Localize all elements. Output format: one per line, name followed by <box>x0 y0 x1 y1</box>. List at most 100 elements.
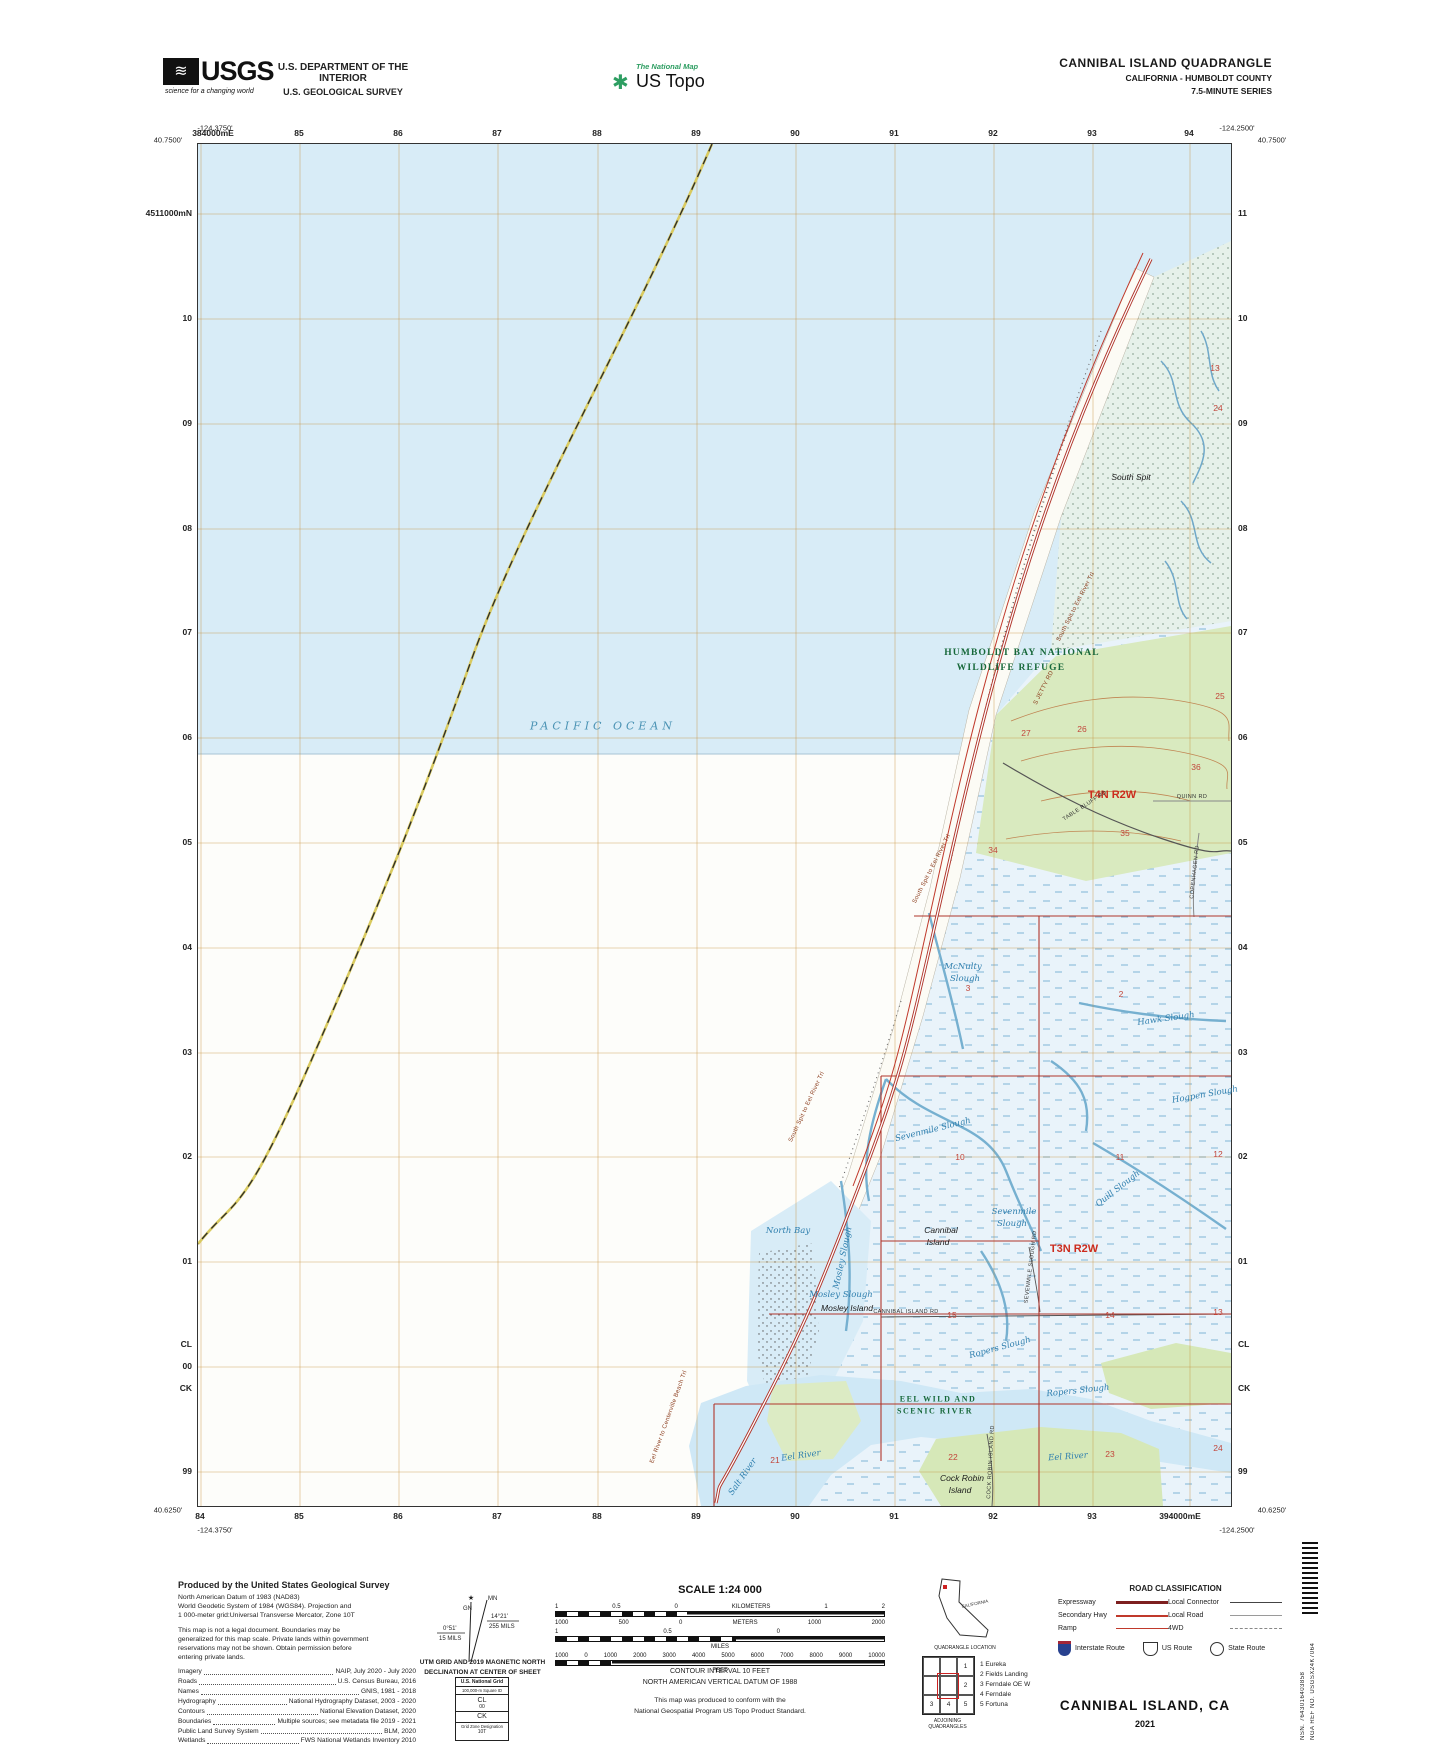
grid-tick-top: 87 <box>492 128 502 138</box>
grid-tick-bottom: 87 <box>492 1511 502 1521</box>
grid-tick-left: 04 <box>182 942 192 952</box>
road-classification: ROAD CLASSIFICATION Expressway Local Con… <box>1058 1584 1293 1656</box>
grid-tick-left: CK <box>179 1383 192 1393</box>
data-source-row: Wetlands FWS National Wetlands Inventory … <box>178 1737 416 1745</box>
text-line: 3 Ferndale OE W <box>980 1681 1031 1689</box>
usng-box: U.S. National Grid 100,000-m Square ID C… <box>455 1677 509 1741</box>
adjoining-cell: 4 <box>940 1695 957 1714</box>
ropers-slough-veg <box>1101 1343 1231 1409</box>
us-route-label: US Route <box>1161 1645 1193 1652</box>
quadrangle-title: CANNIBAL ISLAND QUADRANGLE <box>1059 56 1272 70</box>
maritime-limit-underlay <box>198 144 714 1245</box>
usng-square: 00 <box>456 1704 508 1712</box>
corner-coordinate: 40.7500' <box>153 135 183 145</box>
legend-ramp: Ramp <box>1058 1625 1077 1632</box>
scale-block: SCALE 1:24 000 1 0.5 0 KILOMETERS 1 2 1000 500… <box>555 1584 885 1674</box>
production-credits: Produced by the United States Geological… <box>178 1580 416 1746</box>
scale-label: 2000 <box>871 1620 885 1626</box>
scale-label: 1 <box>555 1629 559 1635</box>
grid-tick-bottom: 93 <box>1087 1511 1097 1521</box>
legend-secondary-hwy: Secondary Hwy <box>1058 1612 1108 1619</box>
grid-tick-bottom: 88 <box>592 1511 602 1521</box>
grid-tick-right: 09 <box>1238 418 1248 428</box>
feet-unit: FEET <box>712 1668 728 1674</box>
data-source-list: Imagery NAIP, July 2020 - July 2020 Roads U… <box>178 1667 416 1746</box>
scale-label: METERS <box>732 1620 758 1626</box>
nsn-code: NSN. 7643016403858 <box>1300 1671 1306 1740</box>
feet-labels: 1000 0 1000 2000 3000 4000 5000 6000 7000 8000 900… <box>555 1653 885 1659</box>
text-line: North American Datum of 1983 (NAD83) <box>178 1594 300 1601</box>
secondary-hwy-line <box>1116 1614 1168 1617</box>
scale-label: 0.5 <box>612 1604 621 1610</box>
declination-caption: UTM GRID AND 2019 MAGNETIC NORTH DECLINA… <box>419 1659 546 1676</box>
grid-tick-top: 94 <box>1184 128 1194 138</box>
national-map-icon: ✱ <box>612 72 629 94</box>
sheet-title-block: CANNIBAL ISLAND QUADRANGLE CALIFORNIA - … <box>930 56 1272 96</box>
cock-robin-island-road <box>986 1433 994 1506</box>
text-line: reservations may not be shown. Obtain pe… <box>178 1644 352 1652</box>
dept-line1: U.S. DEPARTMENT OF THE INTERIOR <box>277 62 409 84</box>
text-line: 4 Ferndale <box>980 1691 1012 1699</box>
quadrangle-series: 7.5-MINUTE SERIES <box>1191 86 1272 96</box>
south-spit-land <box>714 267 1155 1506</box>
expressway-line <box>1116 1600 1168 1605</box>
grid-tick-right: CL <box>1238 1339 1250 1349</box>
map-notes: CONTOUR INTERVAL 10 FEET NORTH AMERICAN … <box>560 1666 880 1717</box>
usng-zone: 10T <box>477 1729 487 1735</box>
usng-zone-label: Grid Zone Designation <box>461 1724 503 1729</box>
adjoining-cell: 3 <box>923 1695 940 1714</box>
contour-interval-note: CONTOUR INTERVAL 10 FEET <box>669 1668 771 1675</box>
mn-degrees: 14°21' <box>491 1614 508 1620</box>
scale-label: 500 <box>618 1620 629 1626</box>
department-heading: U.S. DEPARTMENT OF THE INTERIOR U.S. GEO… <box>258 62 428 97</box>
grid-tick-left: 07 <box>182 627 192 637</box>
footer-map-name: CANNIBAL ISLAND, CA <box>1059 1698 1231 1713</box>
credits-title: Produced by the United States Geological… <box>178 1580 390 1590</box>
grid-tick-right: 07 <box>1238 627 1248 637</box>
scale-label: 1000 <box>807 1620 822 1626</box>
gn-mils: 15 MILS <box>439 1636 461 1642</box>
copenhagen-road <box>1192 832 1200 918</box>
tidal-flat-stipple <box>757 1243 819 1421</box>
scale-label: 2000 <box>633 1653 647 1659</box>
table-bluff-upland <box>976 626 1231 881</box>
usgs-tagline: science for a changing world <box>165 88 254 95</box>
corner-coordinate: -124.3750' <box>197 123 233 133</box>
adjoining-caption: ADJOINING QUADRANGLES <box>928 1718 967 1730</box>
grid-tick-left: 03 <box>182 1047 192 1057</box>
quadrangle-state: CALIFORNIA - HUMBOLDT COUNTY <box>1125 73 1272 83</box>
data-source-row: Roads U.S. Census Bureau, 2016 <box>178 1678 416 1686</box>
map-artwork <box>198 144 1231 1506</box>
usng-cl: CL <box>477 1697 487 1704</box>
bay-marsh-stipple <box>1051 241 1231 651</box>
grid-tick-top: 384000mE <box>192 128 234 138</box>
scale-label: KILOMETERS <box>731 1604 771 1610</box>
usng-ck: CK <box>456 1712 508 1723</box>
feet-bar <box>555 1660 885 1666</box>
cock-robin-island-veg <box>919 1427 1163 1506</box>
dept-line2: U.S. GEOLOGICAL SURVEY <box>283 87 403 97</box>
current-quad-outline <box>937 1673 959 1699</box>
text-line: This map is not a legal document. Bounda… <box>178 1626 341 1634</box>
grid-tick-right: 11 <box>1238 208 1247 218</box>
grid-tick-left: 09 <box>182 418 192 428</box>
declination-diagram: ★ GN MN 0°51' 15 MILS 14°21' 255 MILS <box>437 1594 519 1663</box>
grid-tick-left: 4511000mN <box>145 208 192 218</box>
sheet-footer-title: CANNIBAL ISLAND, CA 2021 <box>1000 1698 1290 1729</box>
scale-label: 6000 <box>750 1653 765 1659</box>
corner-coordinate: -124.2500' <box>1219 123 1255 133</box>
grid-tick-right: CK <box>1238 1383 1251 1393</box>
utm-grid-horizontal <box>198 213 1231 1473</box>
california-outline: CALIFORNIA <box>938 1578 989 1638</box>
grid-tick-left: 10 <box>182 313 192 323</box>
grid-tick-top: 86 <box>393 128 403 138</box>
scale-label: 8000 <box>809 1653 823 1659</box>
grid-tick-right: 99 <box>1238 1466 1248 1476</box>
adjoining-cell: 5 <box>957 1695 974 1714</box>
scale-label: 7000 <box>780 1653 794 1659</box>
ramp-line <box>1116 1627 1168 1630</box>
grid-tick-top: 90 <box>790 128 800 138</box>
text-line: 1 000-meter grid:Universal Transverse Me… <box>178 1612 355 1620</box>
scale-label: 5000 <box>721 1653 735 1659</box>
grid-tick-left: 99 <box>182 1466 192 1476</box>
